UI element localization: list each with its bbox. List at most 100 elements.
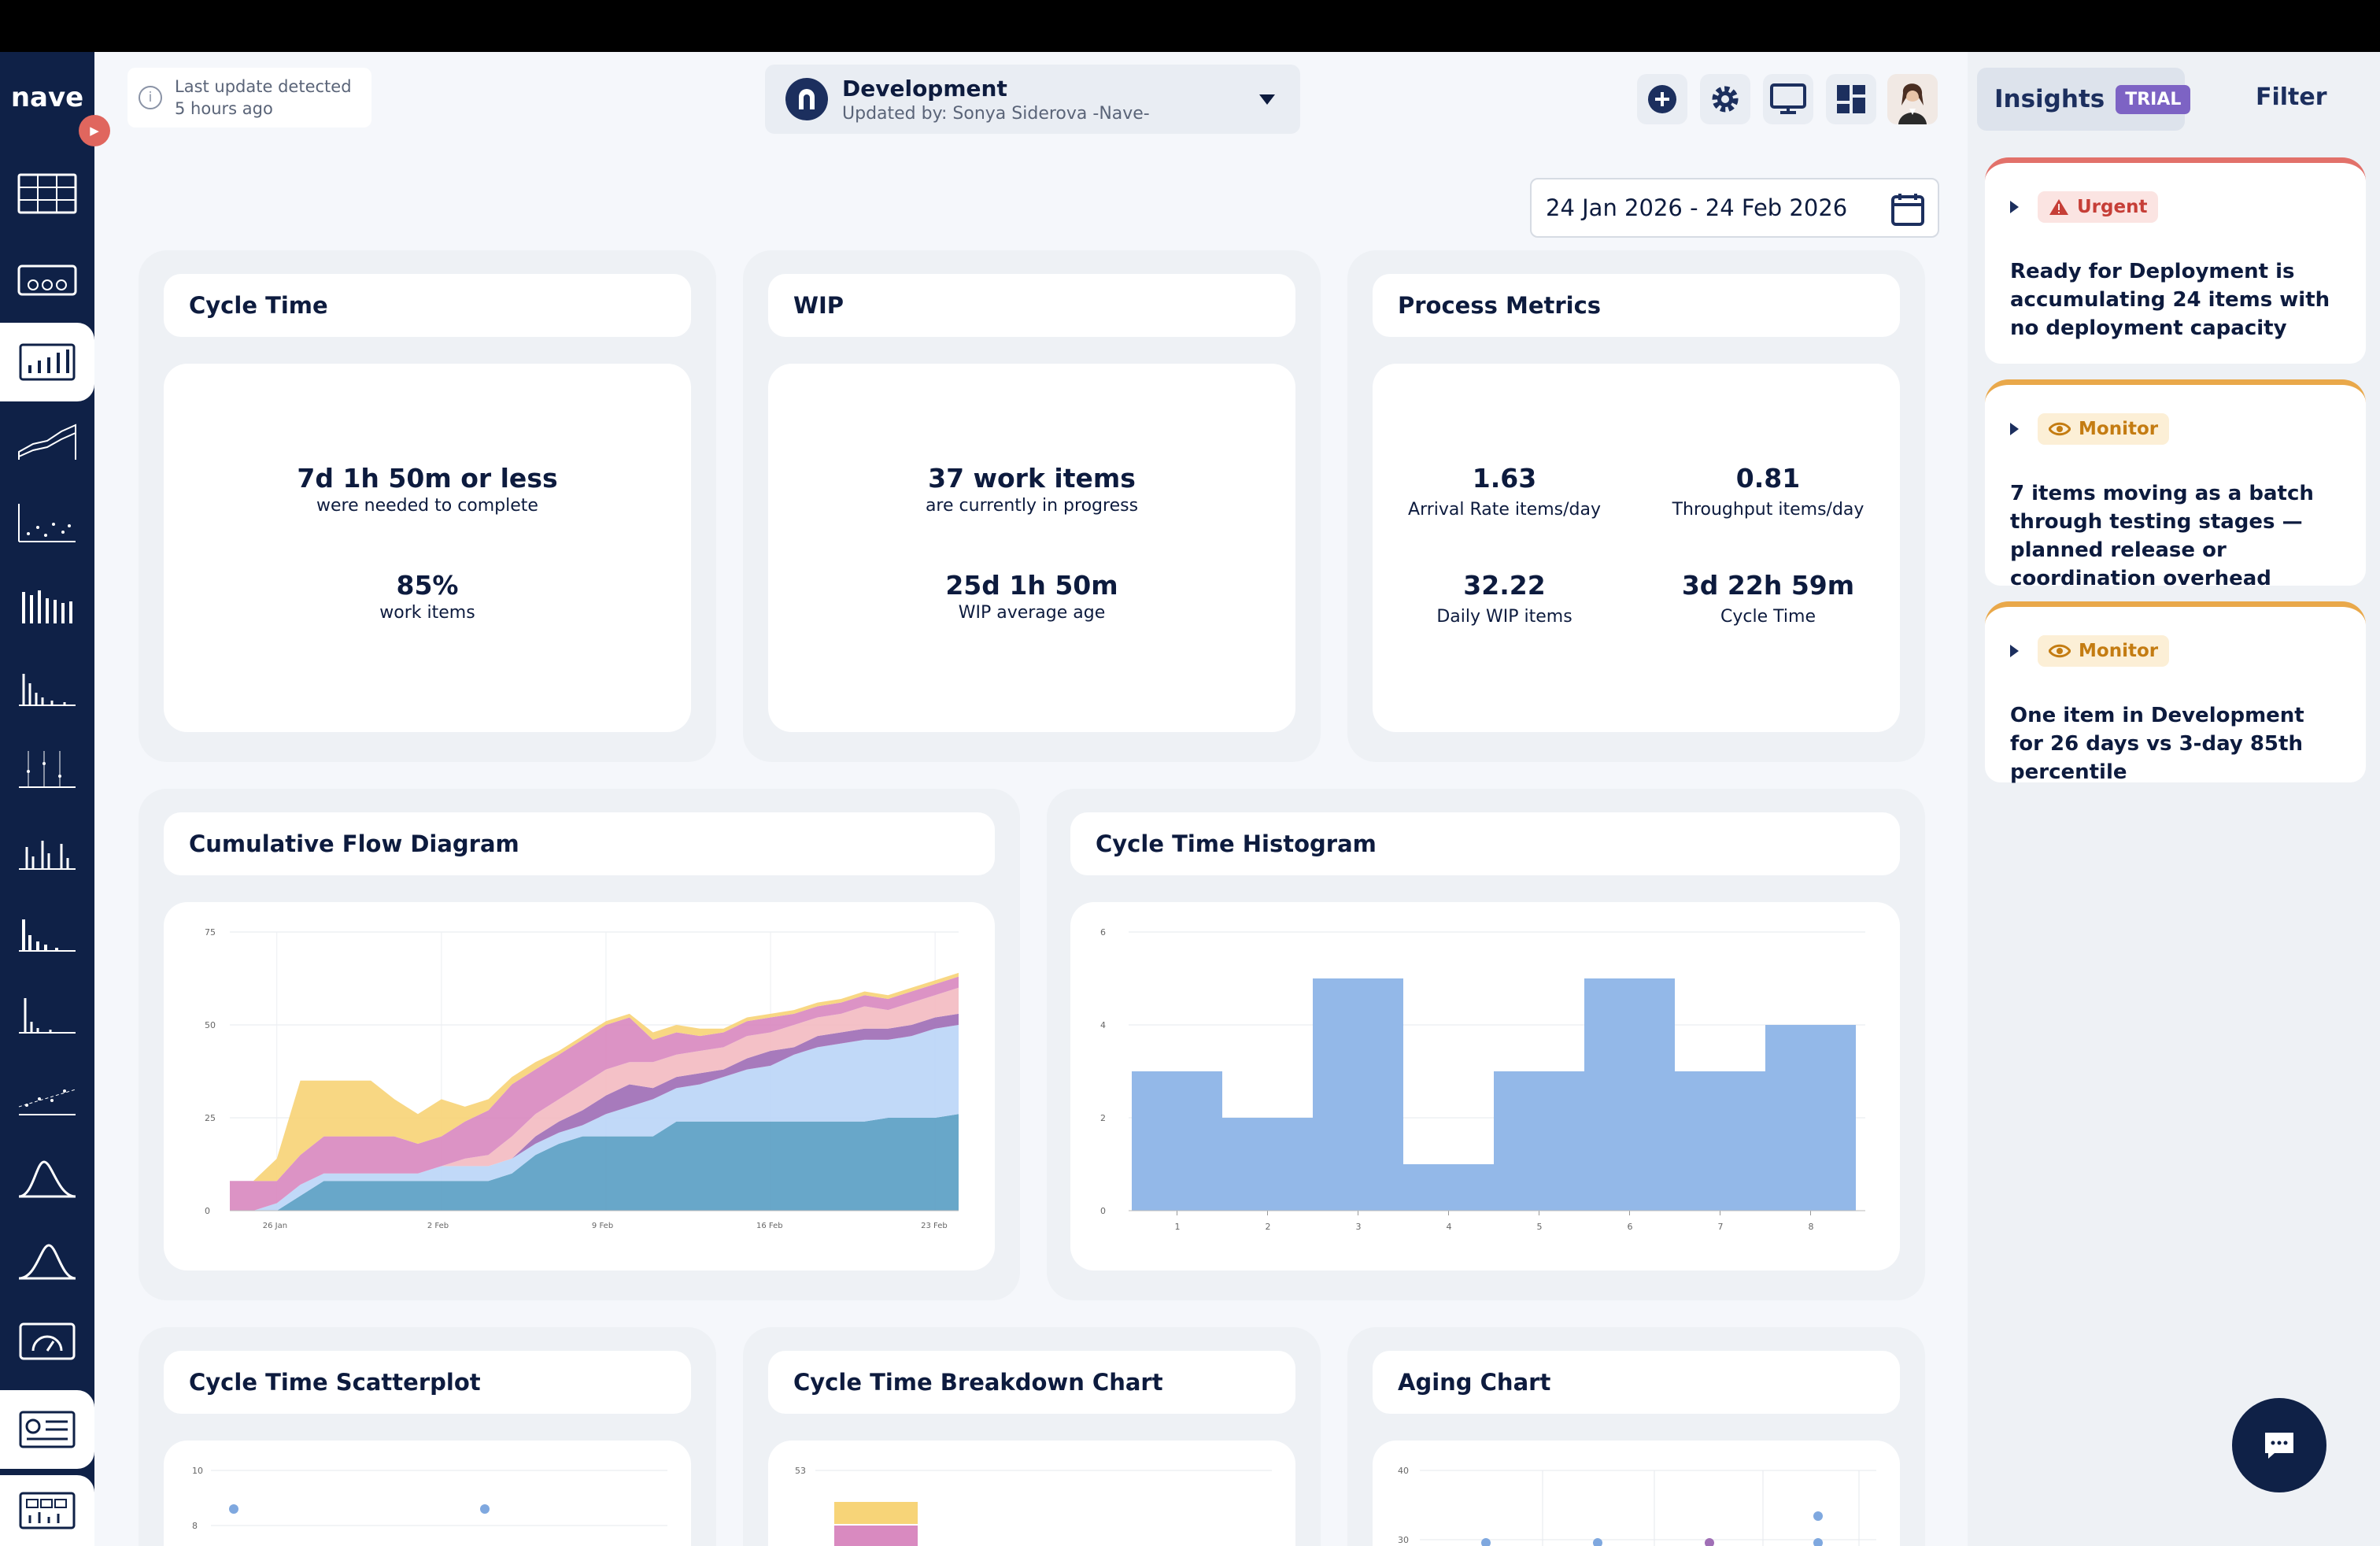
card-title: Cycle Time Histogram (1070, 812, 1900, 875)
expand-caret-icon[interactable] (2010, 645, 2019, 657)
insight-card[interactable]: Urgent Ready for Deployment is accumulat… (1985, 157, 2366, 364)
filter-button[interactable]: Filter (2256, 83, 2327, 111)
card-title: Process Metrics (1373, 274, 1900, 337)
scatterplot-chart[interactable]: 8 10 (164, 1441, 691, 1546)
sidebar-item-monte-carlo-when[interactable] (0, 1138, 94, 1217)
y-tick-label: 50 (205, 1020, 216, 1030)
insights-tab[interactable]: Insights TRIAL (1977, 68, 2191, 131)
sidebar-item-cfd[interactable] (0, 401, 94, 480)
sidebar-item-trend[interactable] (0, 1056, 94, 1135)
histogram-bar (1494, 1071, 1584, 1211)
bar-chart-icon (22, 590, 72, 623)
aging-point (1705, 1538, 1714, 1546)
insight-card[interactable]: Monitor One item in Development for 26 d… (1985, 601, 2366, 784)
chat-button[interactable] (2232, 1398, 2326, 1492)
sidebar-item-cycle-histogram[interactable] (0, 893, 94, 971)
layout-button[interactable] (1826, 74, 1876, 124)
insight-text: One item in Development for 26 days vs 3… (2010, 704, 2304, 784)
y-tick-label: 10 (192, 1466, 203, 1476)
x-tick-label: 7 (1718, 1222, 1724, 1232)
sidebar-item-distribution[interactable] (0, 647, 94, 726)
cycle-time-body: 7d 1h 50m or less were needed to complet… (164, 364, 691, 732)
aging-body: 30 40 (1373, 1441, 1900, 1546)
sidebar-item-lead-time[interactable] (0, 975, 94, 1053)
team-logo-icon (785, 78, 828, 120)
card-title: Cumulative Flow Diagram (164, 812, 995, 875)
sidebar-item-gauge[interactable] (0, 1302, 94, 1381)
aging-point (1593, 1538, 1602, 1546)
sidebar-item-dashboard[interactable] (0, 154, 94, 233)
x-tick-label: 1 (1175, 1222, 1181, 1232)
histogram-bar (1675, 1071, 1765, 1211)
histogram-bar (1403, 1164, 1494, 1211)
aging-icon (19, 751, 76, 788)
y-tick-label: 4 (1100, 1020, 1106, 1030)
histogram-chart[interactable]: 0 2 4 6 1 2 3 4 5 6 7 8 (1070, 902, 1900, 1270)
x-tick-label: 6 (1628, 1222, 1633, 1232)
y-tick-label: 8 (192, 1521, 198, 1531)
cfd-chart[interactable]: 0 25 50 75 26 Jan 2 Feb 9 Feb 16 Feb 23 Feb (164, 902, 995, 1270)
breakdown-icon (19, 841, 76, 870)
cfd-series-area (230, 1114, 959, 1211)
sidebar-item-boards[interactable] (0, 241, 94, 320)
team-updated-by: Updated by: Sonya Siderova -Nave- (842, 103, 1150, 124)
trial-badge: TRIAL (2116, 84, 2191, 114)
y-tick-label: 40 (1398, 1466, 1409, 1476)
histogram-bar (1313, 978, 1403, 1211)
plus-circle-icon (1648, 85, 1676, 113)
y-tick-label: 0 (1100, 1206, 1106, 1216)
x-tick-label: 23 Feb (921, 1222, 948, 1230)
x-tick-label: 4 (1447, 1222, 1452, 1232)
y-tick-label: 25 (205, 1113, 216, 1123)
aging-chart[interactable]: 30 40 (1373, 1441, 1900, 1546)
insight-text: Ready for Deployment is accumulating 24 … (2010, 260, 2330, 340)
add-button[interactable] (1637, 74, 1687, 124)
calendar-icon[interactable] (1890, 192, 1925, 227)
expand-caret-icon[interactable] (2010, 423, 2019, 435)
aging-point (1481, 1538, 1491, 1546)
eye-icon (2049, 422, 2071, 436)
breakdown-chart[interactable]: 53 (768, 1441, 1295, 1546)
cost-icon (19, 1492, 76, 1529)
last-update-label: Last update detected (175, 77, 352, 96)
team-selector[interactable]: Development Updated by: Sonya Siderova -… (765, 65, 1300, 134)
sidebar-item-aging[interactable] (0, 729, 94, 808)
aging-point (1813, 1538, 1823, 1546)
y-tick-label: 6 (1100, 927, 1106, 938)
wip-caption: are currently in progress (925, 496, 1139, 516)
process-metrics-body: 1.63 Arrival Rate items/day 0.81 Through… (1373, 364, 1900, 732)
sidebar-item-monte-carlo-how-many[interactable] (0, 1220, 94, 1299)
y-tick-label: 0 (205, 1206, 210, 1216)
date-range-text: 24 Jan 2026 - 24 Feb 2026 (1546, 194, 1848, 221)
throughput-metric: 0.81 Throughput items/day (1672, 463, 1864, 520)
sidebar-item-analytics[interactable] (0, 323, 94, 401)
bell-curve-icon (18, 1160, 76, 1198)
insight-card[interactable]: Monitor 7 items moving as a batch throug… (1985, 379, 2366, 590)
sidebar-item-reports[interactable] (0, 1390, 94, 1469)
os-top-bar (0, 0, 2380, 52)
monitor-icon (1770, 83, 1806, 114)
card-title: WIP (768, 274, 1295, 337)
bell-curve-2-icon (18, 1244, 76, 1280)
sidebar-item-breakdown[interactable] (0, 811, 94, 890)
y-tick-label: 30 (1398, 1535, 1409, 1545)
date-range-picker[interactable]: 24 Jan 2026 - 24 Feb 2026 (1530, 178, 1939, 238)
user-avatar[interactable] (1887, 74, 1938, 124)
last-update-time: 5 hours ago (175, 99, 273, 118)
nave-logo[interactable]: nave (10, 82, 84, 113)
sidebar-item-cost[interactable] (0, 1475, 94, 1546)
sidebar-item-scatter[interactable] (0, 483, 94, 562)
chevron-down-icon[interactable] (1259, 94, 1275, 105)
settings-button[interactable] (1700, 74, 1750, 124)
sidebar-toggle-icon[interactable]: ▶ (79, 115, 110, 146)
presentation-mode-button[interactable] (1763, 74, 1813, 124)
percentile-value: 85% (396, 570, 459, 601)
expand-caret-icon[interactable] (2010, 201, 2019, 213)
sidebar-item-throughput[interactable] (0, 565, 94, 644)
card-title: Cycle Time Scatterplot (164, 1351, 691, 1414)
daily-wip-metric: 32.22 Daily WIP items (1436, 570, 1572, 627)
card-title: Cycle Time Breakdown Chart (768, 1351, 1295, 1414)
cfd-series-area (230, 972, 959, 1182)
histogram-bar (1222, 1118, 1313, 1211)
y-tick-label: 2 (1100, 1113, 1106, 1123)
